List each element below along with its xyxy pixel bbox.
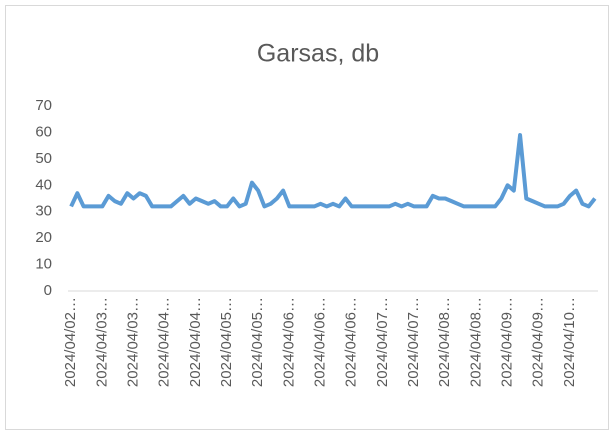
x-tick-label: 2024/04/09… xyxy=(530,297,547,387)
x-tick-label: 2024/04/08… xyxy=(467,297,484,387)
data-line xyxy=(69,133,597,209)
x-tick-label: 2024/04/05… xyxy=(249,297,266,387)
x-tick-label: 2024/04/08… xyxy=(436,297,453,387)
x-tick-label: 2024/04/03… xyxy=(124,297,141,387)
x-tick-label: 2024/04/06… xyxy=(311,297,328,387)
x-tick-label: 2024/04/04… xyxy=(187,297,204,387)
x-tick-label: 2024/04/03… xyxy=(93,297,110,387)
x-tick-label: 2024/04/06… xyxy=(280,297,297,387)
y-tick-label: 60 xyxy=(35,123,52,140)
x-tick-label: 2024/04/07… xyxy=(374,297,391,387)
y-tick-label: 0 xyxy=(44,282,52,299)
y-tick-label: 40 xyxy=(35,176,52,193)
x-tick-label: 2024/04/10… xyxy=(561,297,578,387)
y-tick-label: 30 xyxy=(35,203,52,220)
x-tick-label: 2024/04/06… xyxy=(343,297,360,387)
y-tick-label: 20 xyxy=(35,229,52,246)
x-tick-label: 2024/04/09… xyxy=(499,297,516,387)
x-tick-label: 2024/04/02… xyxy=(62,297,79,387)
chart-title: Garsas, db xyxy=(257,40,379,68)
chart-border xyxy=(5,5,609,430)
x-tick-label: 2024/04/05… xyxy=(218,297,235,387)
y-tick-label: 10 xyxy=(35,256,52,273)
x-tick-label: 2024/04/07… xyxy=(405,297,422,387)
y-tick-label: 50 xyxy=(35,150,52,167)
x-tick-label: 2024/04/04… xyxy=(156,297,173,387)
y-tick-label: 70 xyxy=(35,97,52,114)
